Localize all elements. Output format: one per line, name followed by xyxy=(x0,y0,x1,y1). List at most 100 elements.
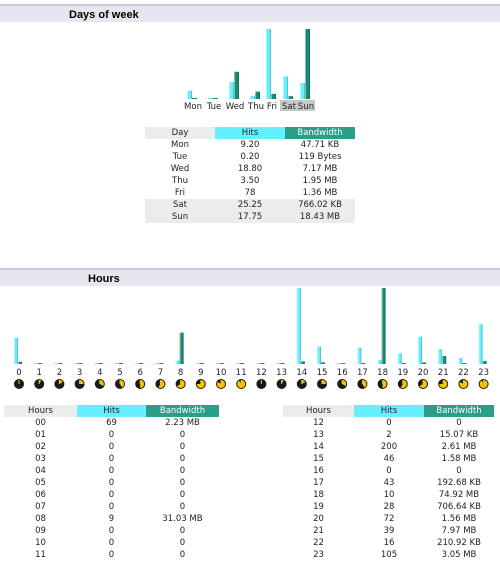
clock-icon xyxy=(317,379,327,389)
clock-icon xyxy=(296,379,307,389)
clock-icon xyxy=(478,379,489,389)
hours-row-hour: 02 xyxy=(35,442,46,452)
hits-bar-h20-body xyxy=(418,336,422,364)
bandwidth-bar-h9-body xyxy=(199,363,204,364)
hits-bar-h15-highlight xyxy=(317,346,318,364)
hours-row-hour: 13 xyxy=(313,430,324,440)
hits-bar-h18 xyxy=(377,360,382,364)
hits-bar-h8-shadow xyxy=(178,360,180,364)
hour-tick-label: 3 xyxy=(77,368,82,378)
hits-bar-h0-shadow xyxy=(17,337,18,364)
hours-row-hits: 0 xyxy=(108,550,115,560)
bandwidth-bar-sat xyxy=(288,96,293,99)
hits-bar-h10-body xyxy=(216,363,220,364)
hour-tick-label: 0 xyxy=(16,368,21,378)
bandwidth-bar-thu-highlight xyxy=(255,91,256,99)
bandwidth-bar-thu-shadow xyxy=(259,91,260,99)
bandwidth-bar-h8-highlight xyxy=(179,332,181,364)
hours-row-hits: 46 xyxy=(383,454,395,464)
hours-chart: 0 1 2 3 4 5 6 7 8 9 10 11 12 13 14 15 16 17 18 19 20 21 22 23 xyxy=(14,288,489,389)
hours-row-hour: 18 xyxy=(313,490,324,500)
hits-bar-h14-highlight xyxy=(296,288,298,364)
hours-row-hour: 19 xyxy=(313,502,324,512)
days-row-bandwidth: 47.71 KB xyxy=(300,140,340,150)
clock-sector xyxy=(99,380,104,386)
hits-bar-h18-highlight xyxy=(377,360,379,364)
hours-row: 13 2 15.07 KB xyxy=(283,429,494,441)
hours-row: 01 0 0 xyxy=(4,429,219,441)
hours-row-bandwidth: 7.97 MB xyxy=(441,526,477,536)
hour-tick-label: 8 xyxy=(178,368,183,378)
clock-icon xyxy=(216,379,226,389)
hits-bar-h14 xyxy=(296,288,301,364)
hour-tick-label: 5 xyxy=(117,368,122,378)
hours-row-hour: 08 xyxy=(35,514,46,524)
hour-tick-label: 2 xyxy=(57,368,62,378)
hours-section-header: Hours xyxy=(0,268,500,286)
hours-row-bandwidth: 0 xyxy=(179,454,186,464)
days-row-hits: 0.20 xyxy=(240,152,260,162)
hours-row-bandwidth: 2.61 MB xyxy=(441,442,477,452)
bandwidth-bar-h15 xyxy=(321,362,325,364)
clock-icon xyxy=(94,379,105,389)
hits-bar-wed-highlight xyxy=(229,82,230,99)
bandwidth-bar-h23-highlight xyxy=(482,360,484,364)
hits-bar-h0 xyxy=(14,337,18,364)
clock-sector xyxy=(120,380,124,388)
hours-left-col-hours: Hours xyxy=(4,405,77,417)
hours-row-hits: 0 xyxy=(108,502,115,512)
bandwidth-bar-h11-body xyxy=(240,363,245,364)
bandwidth-bar-h8 xyxy=(179,332,184,364)
day-tick-label: Tue xyxy=(206,102,222,112)
hours-row-hits: 9 xyxy=(108,514,115,524)
bandwidth-bar-h14 xyxy=(300,361,305,364)
hours-row: 11 0 0 xyxy=(4,549,219,561)
bandwidth-bar-h0-shadow xyxy=(21,361,22,364)
days-row-hits: 9.20 xyxy=(240,140,260,150)
days-row: Thu 3.50 1.95 MB xyxy=(145,175,355,187)
hours-row-hits: 200 xyxy=(380,442,398,452)
bandwidth-bar-h17 xyxy=(361,363,366,364)
hits-bar-h17-shadow xyxy=(360,347,362,364)
hours-row: 22 16 210.92 KB xyxy=(283,537,494,549)
bandwidth-bar-h8-shadow xyxy=(182,332,184,364)
hits-bar-h23-body xyxy=(478,324,483,364)
hits-bar-h18-shadow xyxy=(380,360,382,364)
hits-bar-fri-body xyxy=(266,29,271,99)
hits-bar-h23-highlight xyxy=(478,324,480,364)
bandwidth-bar-fri xyxy=(271,93,276,99)
hours-row: 20 72 1.56 MB xyxy=(283,513,494,525)
hour-tick-label: 9 xyxy=(198,368,203,378)
hours-section-title: Hours xyxy=(88,273,120,285)
hits-bar-h1-body xyxy=(34,363,39,364)
days-row-bandwidth: 119 Bytes xyxy=(298,152,342,162)
bandwidth-bar-wed-shadow xyxy=(238,71,239,99)
clock-icon xyxy=(175,379,186,389)
hours-row: 18 10 74.92 MB xyxy=(283,489,494,501)
hits-bar-h21-highlight xyxy=(438,349,440,364)
hours-left-col-hits: Hits xyxy=(77,405,146,417)
bandwidth-bar-wed-body xyxy=(234,71,239,99)
bandwidth-bar-sun xyxy=(305,29,310,99)
hours-row: 12 0 0 xyxy=(283,417,494,429)
bandwidth-bar-h4-body xyxy=(98,363,103,364)
clock-icon xyxy=(438,379,449,389)
days-row: Tue 0.20 119 Bytes xyxy=(145,151,355,163)
bandwidth-bar-h0 xyxy=(18,361,22,364)
hits-bar-thu xyxy=(250,95,255,99)
hits-bar-tue-body xyxy=(208,98,213,99)
hits-bar-h2-body xyxy=(54,363,59,364)
days-row-day: Sat xyxy=(145,199,215,211)
hours-row-hits: 0 xyxy=(108,442,115,452)
hours-row: 04 0 0 xyxy=(4,465,219,477)
clock-icon xyxy=(337,379,348,389)
bandwidth-bar-h18 xyxy=(381,288,386,364)
hits-bar-h0-body xyxy=(14,337,18,364)
days-col-bandwidth: Bandwidth xyxy=(285,127,355,139)
hours-row-bandwidth: 192.68 KB xyxy=(437,478,481,488)
bandwidth-bar-mon-body xyxy=(192,98,197,99)
hours-row-hour: 09 xyxy=(35,526,46,536)
hits-bar-h22-shadow xyxy=(461,357,463,364)
bandwidth-bar-sun-highlight xyxy=(305,29,306,99)
hours-row-bandwidth: 3.05 MB xyxy=(441,550,477,560)
